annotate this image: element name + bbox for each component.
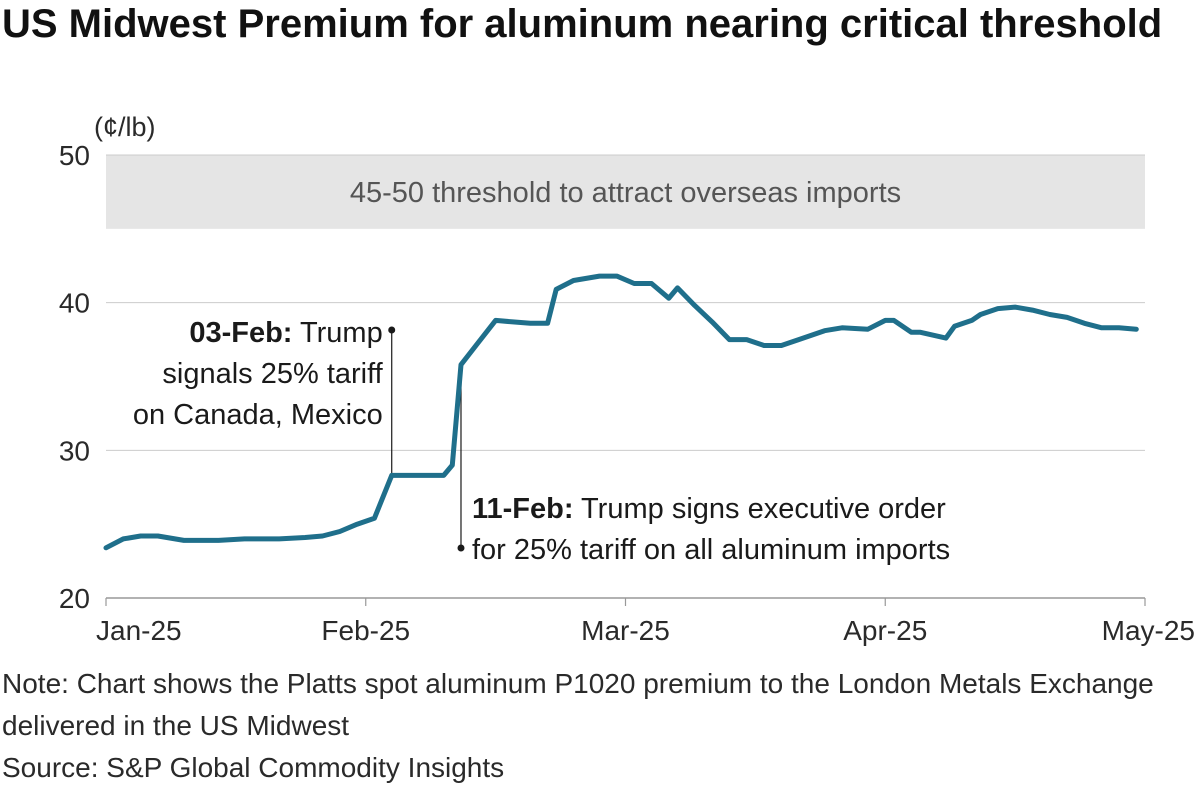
y-tick-label: 30 — [59, 435, 90, 466]
chart-footer: Note: Chart shows the Platts spot alumin… — [2, 663, 1192, 789]
x-tick-label: Jan-25 — [96, 615, 182, 646]
premium-series-line — [103, 273, 1139, 551]
x-tick-label: Apr-25 — [843, 615, 927, 646]
y-axis-ticks: 20 30 40 50 — [59, 140, 90, 614]
annotation-dot — [388, 326, 396, 334]
x-tick-label: May-25 — [1102, 615, 1195, 646]
y-tick-label: 20 — [59, 583, 90, 614]
threshold-band — [106, 155, 1145, 229]
line-chart: 45-50 threshold to attract overseas impo… — [59, 112, 1195, 646]
chart-source: Source: S&P Global Commodity Insights — [2, 752, 505, 783]
x-tick-label: Feb-25 — [321, 615, 410, 646]
threshold-band-label: 45-50 threshold to attract overseas impo… — [350, 177, 901, 209]
y-tick-label: 50 — [59, 140, 90, 171]
annotations: 03-Feb: Trump signals 25% tariff on Canada… — [133, 317, 950, 566]
annotation-dot — [457, 544, 465, 552]
chart-title: US Midwest Premium for aluminum nearing … — [2, 2, 1163, 46]
annotation-text: on Canada, Mexico — [133, 399, 383, 431]
annotation-text: 03-Feb: Trump — [189, 317, 382, 349]
y-tick-label: 40 — [59, 288, 90, 319]
annotation-text: 11-Feb: Trump signs executive order — [472, 493, 946, 525]
annotation-text: signals 25% tariff — [162, 358, 383, 390]
x-axis-ticks: Jan-25 Feb-25 Mar-25 Apr-25 May-25 — [96, 598, 1195, 646]
y-axis-unit: (¢/lb) — [94, 112, 156, 142]
chart-note: Note: Chart shows the Platts spot alumin… — [2, 668, 1154, 741]
x-tick-label: Mar-25 — [581, 615, 670, 646]
annotation-text: for 25% tariff on all aluminum imports — [472, 534, 950, 566]
